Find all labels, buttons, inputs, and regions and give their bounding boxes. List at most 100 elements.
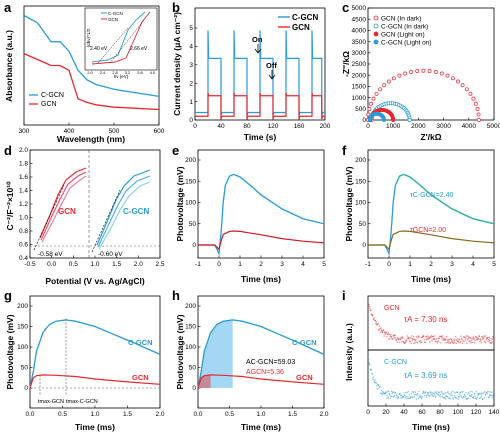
d-xtick-label: -0.5 [24,261,36,268]
decay-point [379,331,382,333]
decay-point [404,396,406,399]
point-c-0 [371,96,376,101]
panel-label-i: i [342,288,346,303]
decay-point [477,339,479,341]
decay-point [430,336,432,338]
gcn-curves-d [33,167,87,251]
decay-point [380,389,383,392]
b-xtick-label: 40 [217,123,225,130]
i-xtick-label: 140 [489,409,500,416]
decay-point [380,327,382,329]
arrow-off [268,70,276,80]
annotation-area-cgcn: AC-GCN=59.03 [246,359,295,366]
decay-point [492,336,495,339]
decay-point [492,398,495,400]
decay-point [392,391,394,393]
c-ytick-label: 3000 [352,50,367,57]
c-xtick-label: 4000 [462,123,477,130]
point-c-0 [464,87,469,92]
b-ytick-label: 0 [189,117,193,124]
mott-schottky-cgcn-1 [96,169,151,246]
annotation-on: On [252,35,263,44]
decay-point [408,336,410,339]
decay-point [444,342,446,344]
decay-point [460,395,462,397]
d-ytick-label: 1.2 [19,201,28,208]
annotation-060: -0.60 eV [98,251,123,258]
decay-point [471,339,473,342]
decay-point [387,333,389,336]
decay-point [425,335,428,337]
decay-point [369,364,371,366]
decay-point [417,393,419,395]
decay-point [456,397,458,400]
point-c-0 [421,68,426,73]
b-ytick-label: 2 [189,80,193,87]
e-xtick-label: 0 [217,261,221,268]
decay-point [371,373,374,375]
point-c-0 [409,70,414,74]
decay-point [470,337,472,339]
decay-point [389,335,391,338]
c-ytick-label: 2000 [352,72,367,79]
decay-point [374,379,376,381]
decay-point [393,391,395,393]
decay-point [484,341,486,344]
decay-point [374,381,376,384]
h-xtick-label: 0.0 [193,411,202,418]
decay-point [450,339,453,341]
series-line-f-gcn [368,230,495,251]
decay-point [404,394,406,396]
decay-point [424,395,426,397]
x-axis-label-i: Time (ns) [412,422,450,432]
decay-point [406,391,408,394]
decay-point [468,340,470,342]
decay-point [467,391,469,394]
panel-label-b: b [172,0,180,15]
d-xtick-label: 1.5 [112,261,121,268]
f-ytick-label: 50 [359,221,367,228]
inset-a: C-GCN GCN 2.40 eV 2.66 eV (αhν)^1/2 hν (… [84,7,158,79]
e-ytick-label: 200 [185,157,196,164]
decay-point [423,390,425,393]
decay-point [470,391,472,393]
legend-label-c-1: C-GCN (In dark) [381,23,428,30]
point-c-0 [427,69,432,73]
point-c-0 [475,107,480,111]
decay-point [490,394,493,397]
series-line-a-cgcn [23,14,160,98]
panel-label-a: a [4,0,12,15]
c-ytick-label: 500 [355,106,366,113]
decay-point [464,336,466,339]
point-c-0 [476,118,481,122]
decay-point [487,336,489,339]
e-xtick-label: 3 [280,261,284,268]
decay-point [473,392,476,394]
decay-point [457,341,460,343]
decay-point [402,395,405,398]
g-ytick-label: 200 [17,303,28,310]
decay-point [480,395,483,397]
decay-point [471,338,473,340]
plot-frame-b [194,7,326,121]
f-ytick-label: 200 [355,157,366,164]
point-c-0 [369,101,374,106]
decay-point [483,336,485,338]
h-ytick-label: 50 [189,365,197,372]
point-c-0 [367,107,372,111]
c-xtick-label: 5000 [487,123,500,130]
decay-point [381,331,384,334]
panel-label-e: e [172,143,179,158]
decay-point [491,391,493,393]
decay-point [474,395,476,397]
decay-point [406,397,408,400]
decay-point [452,339,454,341]
d-xtick-label: 0.0 [47,261,56,268]
y-axis-label-e: Photovoltage (mV) [175,166,185,241]
decay-point [439,342,441,344]
annotation-off: Off [266,61,277,70]
inset-ylabel: (αhν)^1/2 [86,28,91,47]
point-c-0 [445,73,450,78]
g-xtick-label: 0.0 [25,411,34,418]
decay-point [461,342,464,345]
